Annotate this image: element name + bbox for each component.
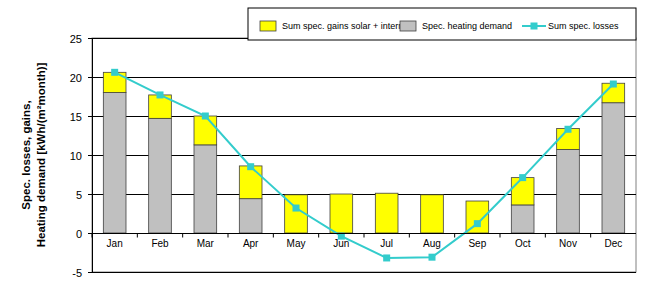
line-marker [610,81,617,88]
bar [194,116,217,145]
x-tick-label: Jul [380,238,393,249]
line-marker [202,113,209,120]
bar [149,118,172,233]
bar [557,150,580,233]
y-tick-label: 20 [70,72,82,84]
legend-box [248,8,636,40]
x-tick-label: Feb [151,238,169,249]
bar [239,166,262,199]
bar [375,193,398,233]
bar [511,178,534,205]
x-tick [364,234,365,238]
x-tick-label: Nov [559,238,577,249]
y-tick [88,194,92,195]
x-tick-label: Mar [197,238,215,249]
x-tick-label: Sep [468,238,486,249]
y-tick [88,116,92,117]
y-tick-label: 10 [70,150,82,162]
x-tick-label: Aug [423,238,441,249]
x-tick-label: Apr [243,238,259,249]
y-axis-label: Heating demand [kWh/(m²month)] [35,63,47,248]
legend-swatch [400,21,416,31]
x-tick-label: Jun [333,238,349,249]
legend-label: Spec. heating demand [422,21,512,31]
bar [103,93,126,233]
x-tick [500,234,501,238]
x-tick [590,234,591,238]
plot-frame [92,38,636,272]
x-tick [92,234,93,238]
bar [421,195,444,233]
x-tick-label: Jan [107,238,123,249]
x-tick [273,234,274,238]
y-tick-label: -5 [72,267,82,279]
chart-svg: -5 0 5 10 15 20 25 Spec. losses, gains,Heating … [0,0,646,296]
y-axis-label: Spec. losses, gains, [20,100,32,209]
line-marker [519,174,526,181]
legend-label: Sum spec. losses [548,21,619,31]
line-marker [383,254,390,261]
line-marker [565,126,572,133]
y-axis [92,38,93,272]
line-marker [111,69,118,76]
legend: Sum spec. gains solar + internal Spec. he… [248,8,636,40]
y-tick [88,155,92,156]
y-tick [88,233,92,234]
y-tick [88,38,92,39]
chart-container: -5 0 5 10 15 20 25 Spec. losses, gains,Heating … [0,0,646,296]
legend-label: Sum spec. gains solar + internal [282,21,410,31]
x-tick [545,234,546,238]
x-tick [454,234,455,238]
x-tick-label: Oct [515,238,531,249]
grid-line [92,116,636,117]
grid-line [92,77,636,78]
legend-swatch [260,21,276,31]
y-tick-label: 15 [70,111,82,123]
x-tick [409,234,410,238]
bar [194,145,217,233]
x-tick-label: May [287,238,306,249]
line-marker [474,220,481,227]
bar [511,205,534,233]
line-marker [293,205,300,212]
y-tick-label: 0 [76,228,82,240]
grid-line [92,272,636,273]
line [115,72,614,258]
line-marker [429,254,436,261]
x-tick [318,234,319,238]
bar [330,194,353,233]
line-marker [247,163,254,170]
x-tick-label: Dec [604,238,622,249]
x-tick [137,234,138,238]
legend-marker [531,23,538,30]
y-tick-label: 25 [70,33,82,45]
grid-line [92,194,636,195]
line-marker [157,91,164,98]
y-tick-label: 5 [76,189,82,201]
bar [239,199,262,233]
plot-marks [103,69,624,262]
y-tick [88,77,92,78]
x-tick [182,234,183,238]
bar [602,103,625,233]
grid-line [92,155,636,156]
y-tick [88,272,92,273]
x-tick [228,234,229,238]
